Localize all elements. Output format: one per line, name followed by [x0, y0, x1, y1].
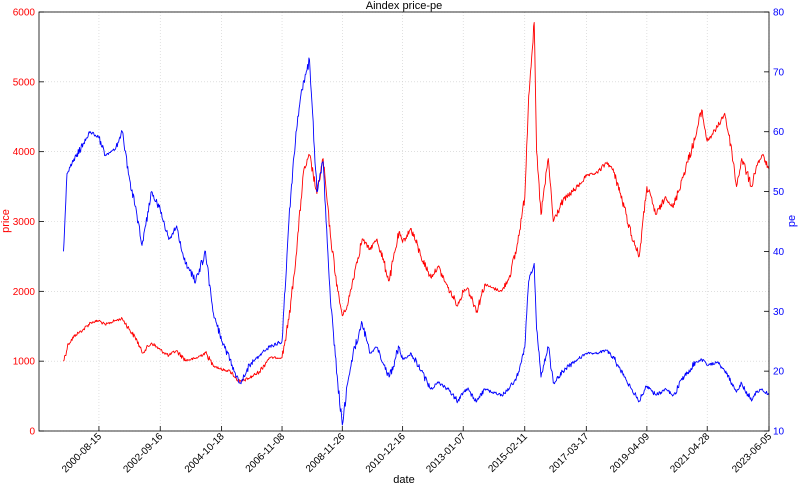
- right-tick-label: 20: [773, 367, 785, 378]
- right-tick-label: 40: [773, 247, 785, 258]
- left-tick-label: 1000: [13, 357, 36, 368]
- series-lines: [63, 22, 770, 426]
- right-tick-label: 10: [773, 427, 785, 438]
- right-tick-label: 30: [773, 307, 785, 318]
- left-tick-label: 3000: [13, 217, 36, 228]
- left-tick-label: 0: [29, 427, 35, 438]
- left-axis-title: price: [0, 209, 12, 233]
- x-axis-title: date: [393, 474, 414, 485]
- left-tick-label: 2000: [13, 287, 36, 298]
- right-tick-label: 50: [773, 187, 785, 198]
- right-tick-label: 60: [773, 127, 785, 138]
- right-tick-label: 80: [773, 8, 785, 19]
- left-tick-label: 5000: [13, 77, 36, 88]
- right-axis-title: pe: [786, 215, 798, 227]
- left-tick-label: 4000: [13, 147, 36, 158]
- price-line: [63, 22, 770, 383]
- left-tick-label: 6000: [13, 8, 36, 19]
- right-tick-label: 70: [773, 67, 785, 78]
- pe-line: [63, 57, 770, 426]
- chart-title: Aindex price-pe: [366, 0, 442, 12]
